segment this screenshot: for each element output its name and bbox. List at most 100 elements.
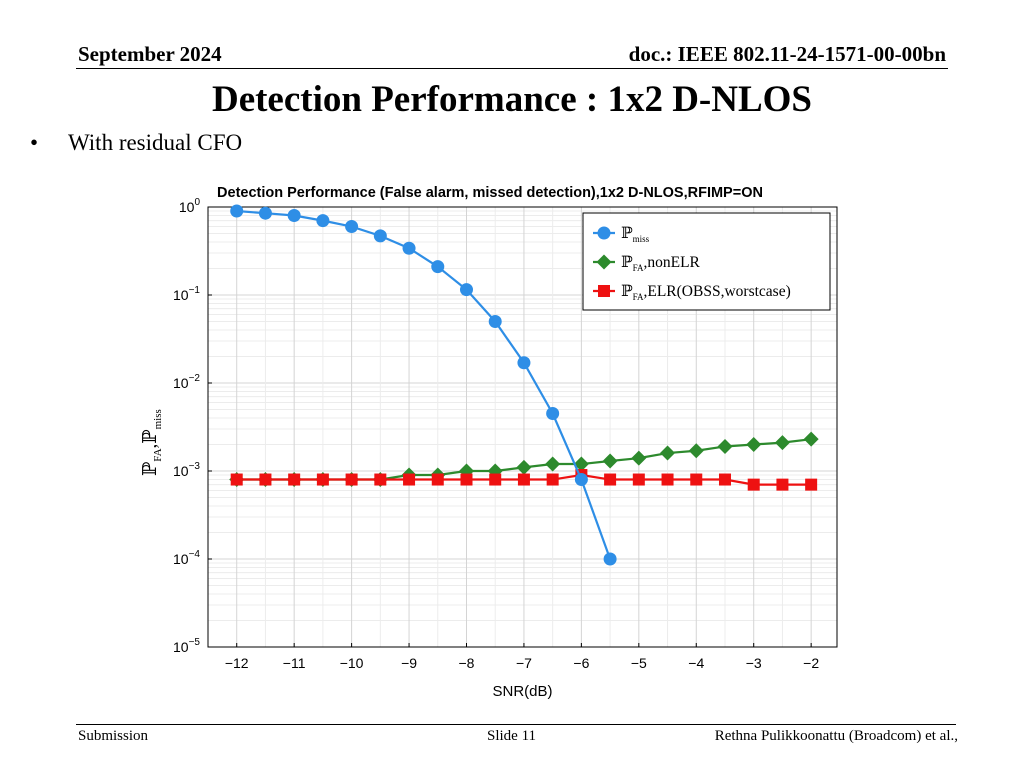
series-line [236, 209, 612, 560]
data-point [288, 473, 301, 486]
y-tick-label: 10−4 [173, 549, 200, 567]
legend-label-rest: ,ELR(OBSS,worstcase) [644, 283, 791, 300]
x-axis-label: SNR(dB) [492, 683, 552, 700]
y-tick-base: 10 [179, 199, 195, 215]
y-tick-exponent: −3 [189, 461, 201, 472]
data-point [460, 473, 473, 486]
y-label-main1: ℙ [140, 462, 161, 476]
header-doc-id: doc.: IEEE 802.11-24-1571-00-00bn [628, 42, 946, 66]
y-tick-base: 10 [173, 551, 189, 567]
data-point [517, 356, 531, 370]
data-point [431, 473, 444, 486]
data-point [632, 473, 645, 486]
data-point [488, 314, 502, 328]
legend-marker [597, 226, 611, 240]
legend-label-main: ℙ [621, 254, 633, 271]
y-tick-base: 10 [173, 375, 189, 391]
x-tick-label: −9 [401, 655, 417, 671]
footer-slide-number: Slide 11 [487, 728, 537, 744]
y-tick-exponent: −4 [189, 549, 201, 560]
y-tick-exponent: −5 [189, 637, 201, 648]
y-tick-label: 100 [179, 197, 201, 215]
data-point [403, 473, 416, 486]
data-point [230, 473, 243, 486]
x-tick-label: −10 [340, 655, 364, 671]
data-point [631, 450, 647, 466]
y-axis-label: ℙFA,ℙmiss [140, 409, 164, 476]
data-point [230, 204, 244, 218]
data-point [259, 473, 272, 486]
y-label-main2: ℙ [140, 429, 161, 443]
y-tick-exponent: −1 [189, 285, 201, 296]
x-tick-label: −11 [283, 655, 306, 671]
chart: Detection Performance (False alarm, miss… [130, 178, 860, 708]
data-point [287, 209, 301, 223]
y-label-sub1: FA [152, 448, 164, 461]
y-tick-base: 10 [173, 463, 189, 479]
slide-title: Detection Performance : 1x2 D-NLOS [211, 79, 813, 120]
y-tick-exponent: 0 [194, 197, 200, 208]
y-tick-label: 10−5 [173, 637, 200, 655]
series-circle [230, 204, 617, 566]
data-point [747, 478, 760, 491]
data-point [374, 473, 387, 486]
data-point [489, 473, 502, 486]
data-point [718, 473, 731, 486]
data-point [402, 241, 416, 255]
legend-label-rest: ,nonELR [644, 254, 701, 271]
bullet-text: With residual CFO [68, 130, 243, 155]
footer-divider [76, 724, 956, 725]
data-point [746, 437, 762, 453]
data-point [316, 473, 329, 486]
footer-submission: Submission [78, 728, 149, 744]
y-tick-label: 10−2 [173, 373, 200, 391]
bullet-dot-icon: • [30, 130, 39, 155]
data-point [661, 473, 674, 486]
legend-label-main: ℙ [621, 225, 633, 242]
x-tick-label: −12 [225, 655, 249, 671]
legend-label-sub: FA [633, 263, 644, 273]
footer-authors: Rethna Pulikkoonattu (Broadcom) et al., [714, 728, 958, 744]
legend-box [582, 212, 831, 311]
series-square [230, 469, 818, 491]
y-tick-base: 10 [173, 287, 189, 303]
data-point [774, 435, 790, 451]
x-tick-label: −8 [459, 655, 475, 671]
data-point [258, 206, 272, 220]
legend-label: ℙFA,nonELR [621, 254, 701, 273]
legend-marker [596, 254, 612, 270]
chart-series [229, 204, 819, 566]
data-point [316, 214, 330, 228]
y-tick-base: 10 [173, 639, 189, 655]
data-point [546, 473, 559, 486]
data-point [604, 473, 617, 486]
x-tick-label: −2 [803, 655, 819, 671]
bullet-item: • With residual CFO [30, 130, 242, 156]
data-point [546, 407, 560, 421]
x-axis-ticks: −12 −11 −10 −9 −8 −7 −6 −5 −4 −3 −2 [225, 643, 819, 671]
data-point [603, 552, 617, 566]
x-tick-label: −4 [688, 655, 704, 671]
chart-svg: Detection Performance (False alarm, miss… [140, 185, 838, 700]
svg-text:ℙFA,ℙmiss: ℙFA,ℙmiss [140, 409, 164, 476]
data-point [459, 283, 473, 297]
data-point [373, 229, 387, 243]
data-point [602, 453, 618, 469]
header-date: September 2024 [78, 42, 222, 66]
data-point [690, 473, 703, 486]
plot-frame [207, 206, 838, 648]
data-point [517, 473, 530, 486]
x-tick-label: −5 [631, 655, 647, 671]
data-point [717, 438, 733, 454]
legend-label: ℙFA,ELR(OBSS,worstcase) [621, 283, 791, 302]
x-tick-label: −3 [746, 655, 762, 671]
y-tick-label: 10−1 [173, 285, 200, 303]
data-point [345, 473, 358, 486]
data-point [660, 445, 676, 461]
header-divider [76, 68, 948, 69]
data-point [573, 456, 589, 472]
y-label-sep: , [140, 444, 161, 449]
y-tick-label: 10−3 [173, 461, 200, 479]
